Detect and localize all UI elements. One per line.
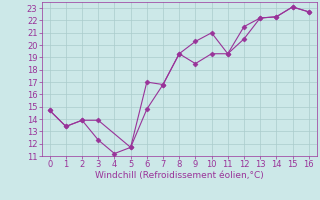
X-axis label: Windchill (Refroidissement éolien,°C): Windchill (Refroidissement éolien,°C) bbox=[95, 171, 264, 180]
